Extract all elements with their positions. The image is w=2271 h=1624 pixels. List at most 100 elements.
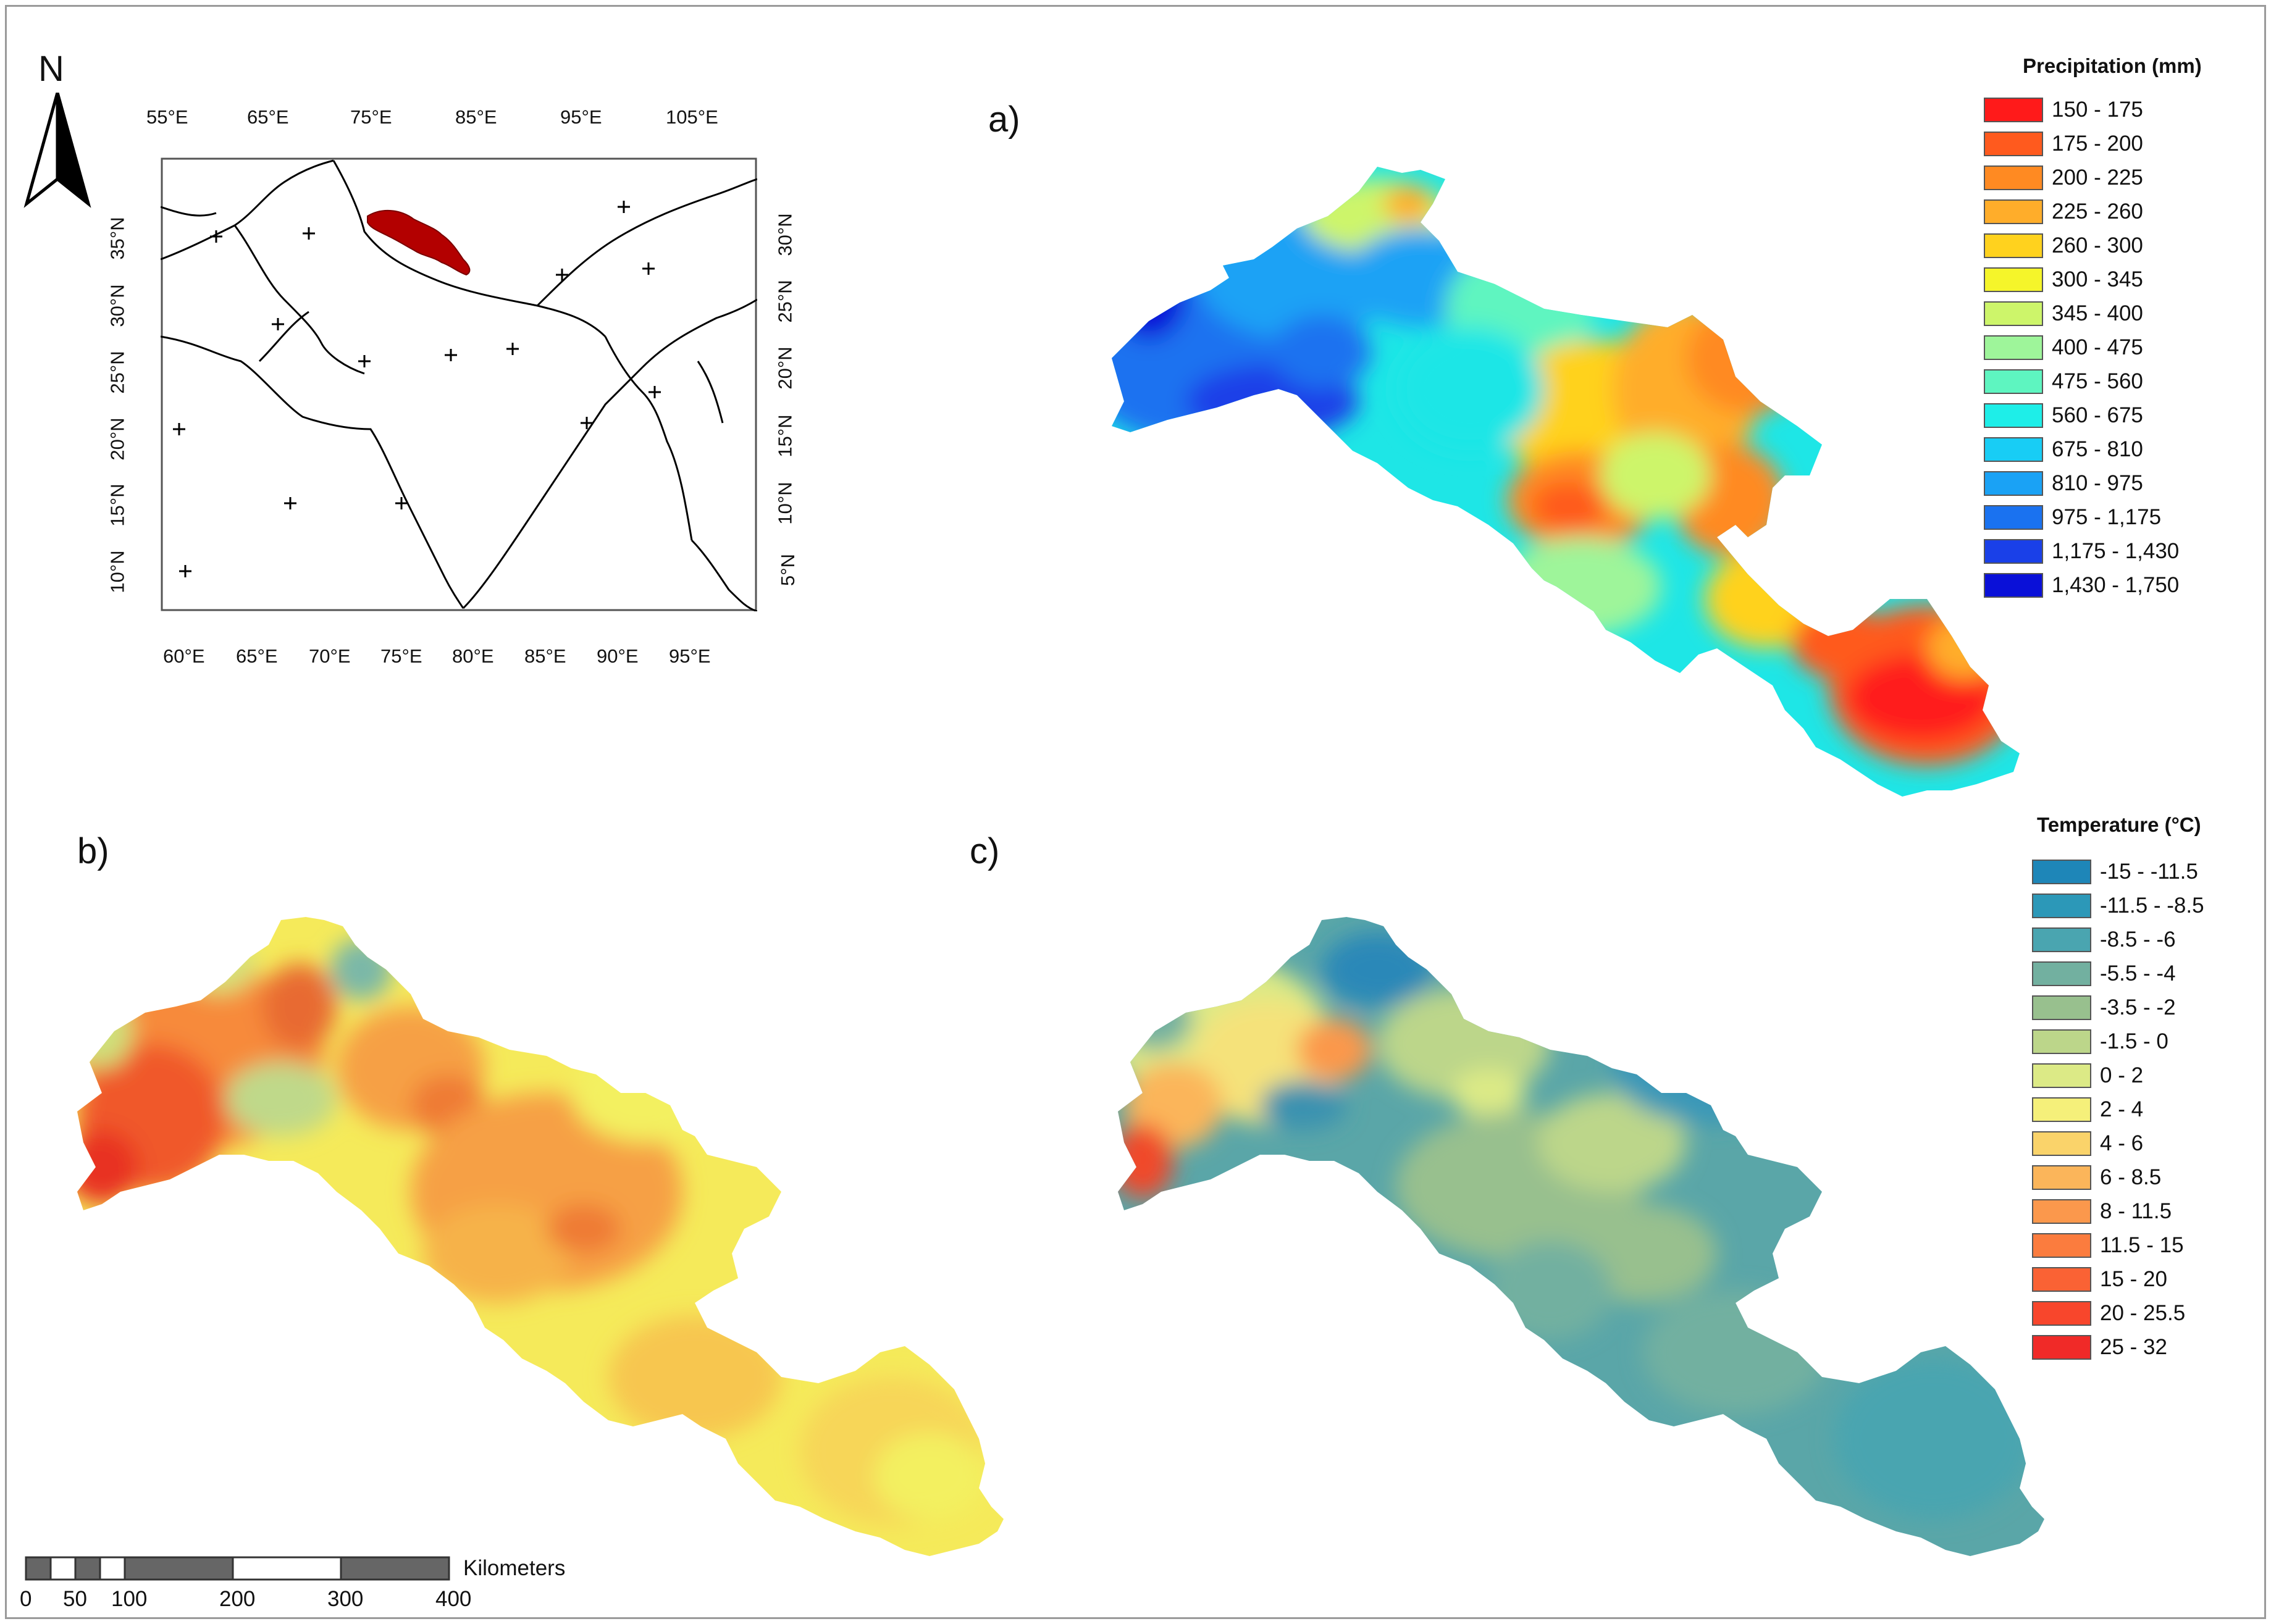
inset-bottom-tick: 70°E bbox=[309, 645, 351, 667]
legend-label: 1,175 - 1,430 bbox=[2052, 538, 2180, 563]
temp-legend-item: 0 - 2 bbox=[2032, 1058, 2204, 1092]
inset-left-tick: 10°N bbox=[106, 550, 128, 593]
temp-legend-item: 6 - 8.5 bbox=[2032, 1160, 2204, 1194]
figure-frame bbox=[5, 5, 2266, 1619]
legend-label: 675 - 810 bbox=[2052, 437, 2143, 461]
legend-swatch bbox=[2032, 1300, 2091, 1326]
legend-swatch bbox=[1984, 131, 2043, 156]
precip-legend-item: 400 - 475 bbox=[1984, 330, 2179, 364]
north-arrow-icon bbox=[23, 93, 91, 208]
precip-legend: 150 - 175 175 - 200 200 - 225 225 - 260 260 … bbox=[1984, 93, 2179, 602]
north-label: N bbox=[38, 49, 64, 89]
precip-legend-item: 260 - 300 bbox=[1984, 228, 2179, 262]
temp-legend-item: -1.5 - 0 bbox=[2032, 1024, 2204, 1058]
legend-label: 175 - 200 bbox=[2052, 131, 2143, 156]
legend-swatch bbox=[2032, 1165, 2091, 1190]
legend-swatch bbox=[1984, 165, 2043, 190]
precip-legend-item: 200 - 225 bbox=[1984, 161, 2179, 195]
inset-top-tick: 105°E bbox=[666, 106, 718, 128]
legend-swatch bbox=[1984, 504, 2043, 530]
precip-legend-item: 1,430 - 1,750 bbox=[1984, 568, 2179, 602]
inset-left-tick: 15°N bbox=[106, 483, 128, 527]
legend-label: 2 - 4 bbox=[2100, 1097, 2144, 1121]
inset-bottom-tick: 75°E bbox=[380, 645, 422, 667]
legend-label: -5.5 - -4 bbox=[2100, 961, 2176, 986]
legend-swatch bbox=[1984, 403, 2043, 428]
legend-label: 225 - 260 bbox=[2052, 199, 2143, 224]
legend-swatch bbox=[1984, 335, 2043, 360]
legend-swatch bbox=[2032, 859, 2091, 884]
legend-label: 25 - 32 bbox=[2100, 1334, 2167, 1359]
legend-swatch bbox=[1984, 369, 2043, 394]
legend-swatch bbox=[2032, 1199, 2091, 1224]
inset-right-tick: 25°N bbox=[774, 280, 796, 323]
legend-swatch bbox=[2032, 1334, 2091, 1360]
temp-legend-item: -8.5 - -6 bbox=[2032, 923, 2204, 956]
temp-legend: -15 - -11.5 -11.5 - -8.5 -8.5 - -6 -5.5 - -… bbox=[2032, 855, 2204, 1364]
legend-label: 20 - 25.5 bbox=[2100, 1300, 2186, 1325]
legend-swatch bbox=[2032, 1097, 2091, 1122]
scale-tick: 300 bbox=[327, 1587, 364, 1611]
legend-swatch bbox=[2032, 1063, 2091, 1088]
legend-label: 975 - 1,175 bbox=[2052, 504, 2162, 529]
legend-label: 400 - 475 bbox=[2052, 335, 2143, 359]
legend-swatch bbox=[1984, 538, 2043, 564]
inset-right-tick: 5°N bbox=[777, 553, 799, 587]
legend-label: 11.5 - 15 bbox=[2100, 1233, 2184, 1257]
temp-legend-item: 4 - 6 bbox=[2032, 1126, 2204, 1160]
scale-tick: 200 bbox=[219, 1587, 256, 1611]
precip-legend-item: 560 - 675 bbox=[1984, 398, 2179, 432]
temp-legend-item: -3.5 - -2 bbox=[2032, 990, 2204, 1024]
legend-label: 4 - 6 bbox=[2100, 1131, 2144, 1155]
legend-label: 6 - 8.5 bbox=[2100, 1165, 2162, 1189]
legend-label: 810 - 975 bbox=[2052, 471, 2143, 495]
precipitation-map bbox=[1112, 167, 2020, 797]
inset-left-tick: 30°N bbox=[106, 284, 128, 327]
inset-right-tick: 15°N bbox=[774, 414, 796, 458]
legend-label: -11.5 - -8.5 bbox=[2100, 893, 2204, 918]
scale-tick: 50 bbox=[63, 1587, 87, 1611]
inset-bottom-tick: 60°E bbox=[163, 645, 205, 667]
inset-top-tick: 55°E bbox=[146, 106, 188, 128]
precip-legend-item: 345 - 400 bbox=[1984, 296, 2179, 330]
temp-legend-item: 11.5 - 15 bbox=[2032, 1228, 2204, 1262]
legend-swatch bbox=[1984, 199, 2043, 224]
legend-label: 0 - 2 bbox=[2100, 1063, 2144, 1087]
legend-label: 15 - 20 bbox=[2100, 1266, 2167, 1291]
precip-legend-item: 150 - 175 bbox=[1984, 93, 2179, 127]
legend-swatch bbox=[2032, 1131, 2091, 1156]
panel-label-c: c) bbox=[970, 831, 1000, 871]
scale-unit: Kilometers bbox=[463, 1556, 566, 1580]
legend-swatch bbox=[1984, 572, 2043, 598]
inset-left-tick: 20°N bbox=[106, 417, 128, 461]
inset-bottom-tick: 80°E bbox=[452, 645, 494, 667]
legend-swatch bbox=[1984, 471, 2043, 496]
precip-legend-title: Precipitation (mm) bbox=[2023, 54, 2202, 77]
legend-label: 260 - 300 bbox=[2052, 233, 2143, 257]
panel-label-a: a) bbox=[988, 99, 1020, 140]
inset-right-tick: 10°N bbox=[774, 482, 796, 525]
precip-legend-item: 975 - 1,175 bbox=[1984, 500, 2179, 534]
legend-swatch bbox=[2032, 893, 2091, 918]
legend-label: -15 - -11.5 bbox=[2100, 859, 2198, 884]
precip-legend-item: 300 - 345 bbox=[1984, 262, 2179, 296]
inset-top-tick: 65°E bbox=[247, 106, 289, 128]
legend-swatch bbox=[2032, 995, 2091, 1020]
legend-label: -1.5 - 0 bbox=[2100, 1029, 2168, 1053]
temp-legend-item: 20 - 25.5 bbox=[2032, 1296, 2204, 1330]
legend-swatch bbox=[1984, 267, 2043, 292]
legend-swatch bbox=[1984, 97, 2043, 122]
legend-label: 475 - 560 bbox=[2052, 369, 2143, 393]
legend-swatch bbox=[2032, 1233, 2091, 1258]
inset-right-tick: 20°N bbox=[774, 346, 796, 390]
inset-locator-map bbox=[161, 157, 757, 611]
inset-bottom-tick: 90°E bbox=[597, 645, 639, 667]
legend-label: -8.5 - -6 bbox=[2100, 927, 2176, 952]
inset-top-tick: 95°E bbox=[560, 106, 602, 128]
legend-swatch bbox=[1984, 437, 2043, 462]
precip-legend-item: 810 - 975 bbox=[1984, 466, 2179, 500]
legend-label: 8 - 11.5 bbox=[2100, 1199, 2172, 1223]
temp-legend-title: Temperature (°C) bbox=[2037, 813, 2201, 836]
temperature-map bbox=[1118, 917, 2044, 1556]
legend-swatch bbox=[2032, 927, 2091, 952]
